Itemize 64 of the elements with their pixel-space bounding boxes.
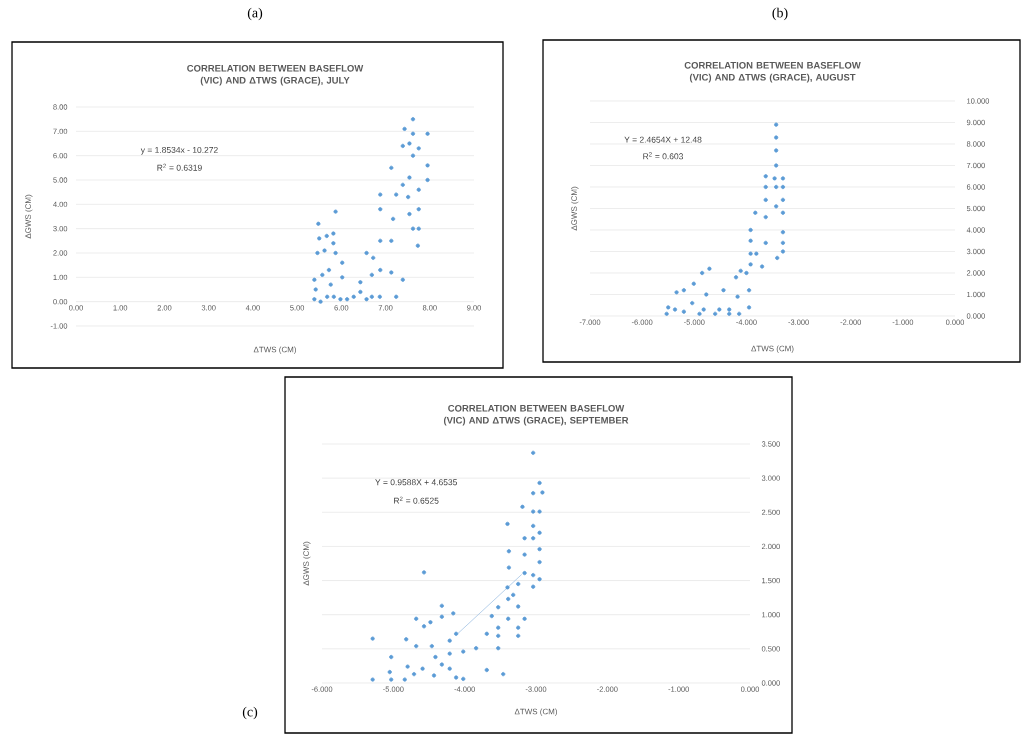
point — [763, 197, 768, 202]
point — [697, 311, 702, 316]
point — [748, 262, 753, 267]
point — [780, 176, 786, 181]
point — [735, 294, 740, 299]
point — [674, 290, 679, 295]
point — [780, 184, 786, 190]
annotation: y = 1.8534x - 10.272 — [140, 146, 218, 155]
point — [754, 251, 759, 256]
point — [701, 307, 706, 312]
point — [681, 309, 686, 314]
point — [744, 270, 749, 276]
annotation: R$^{2}$ = 0.6319 — [157, 163, 202, 171]
point — [746, 305, 752, 310]
point — [713, 311, 718, 316]
point — [690, 300, 695, 306]
annotation: R$^{2}$ = 0.6525 — [394, 496, 439, 504]
point — [780, 240, 786, 245]
point — [774, 163, 779, 168]
point — [763, 240, 768, 245]
point — [681, 288, 686, 293]
point — [704, 292, 709, 297]
point — [774, 122, 779, 127]
point — [691, 281, 696, 286]
text: (a) — [247, 7, 263, 21]
point — [746, 288, 752, 293]
point — [772, 176, 777, 181]
point — [717, 307, 722, 312]
point — [780, 210, 786, 215]
point — [763, 214, 768, 220]
point — [774, 135, 779, 140]
point — [753, 210, 758, 215]
annotation: R$^{2}$ = 0.603 — [643, 152, 684, 160]
annotation: Y = 0.9588X + 4.6535 — [375, 479, 458, 486]
point — [763, 184, 768, 190]
point — [721, 288, 726, 293]
point — [666, 305, 671, 310]
point — [780, 230, 786, 235]
point — [774, 204, 779, 209]
point — [733, 275, 739, 280]
annotation: Y = 2.4654X + 12.48 — [624, 136, 702, 143]
point — [737, 311, 742, 316]
point — [774, 184, 779, 190]
point — [780, 197, 786, 202]
point — [664, 311, 669, 316]
point — [727, 307, 732, 312]
text: (b) — [772, 7, 788, 21]
point — [748, 227, 753, 233]
chart-title: CORRELATION BETWEEN BASEFLOW (VIC) AND ΔTWS (GRACE), AUGUST — [684, 61, 861, 83]
point — [700, 270, 705, 276]
point — [775, 255, 780, 261]
point — [759, 264, 765, 269]
point — [727, 311, 732, 316]
chart-title: CORRELATION BETWEEN BASEFLOW (VIC) AND ΔTWS (GRACE), JULY — [187, 64, 364, 86]
point — [672, 307, 678, 312]
point — [780, 249, 786, 254]
point — [707, 266, 712, 271]
point — [748, 238, 753, 243]
point — [748, 251, 753, 256]
text: (c) — [242, 706, 258, 720]
point — [763, 174, 768, 179]
chart-title: CORRELATION BETWEEN BASEFLOW (VIC) AND ΔTWS (GRACE), SEPTEMBER — [443, 404, 629, 426]
point — [774, 148, 779, 153]
point — [738, 268, 743, 273]
